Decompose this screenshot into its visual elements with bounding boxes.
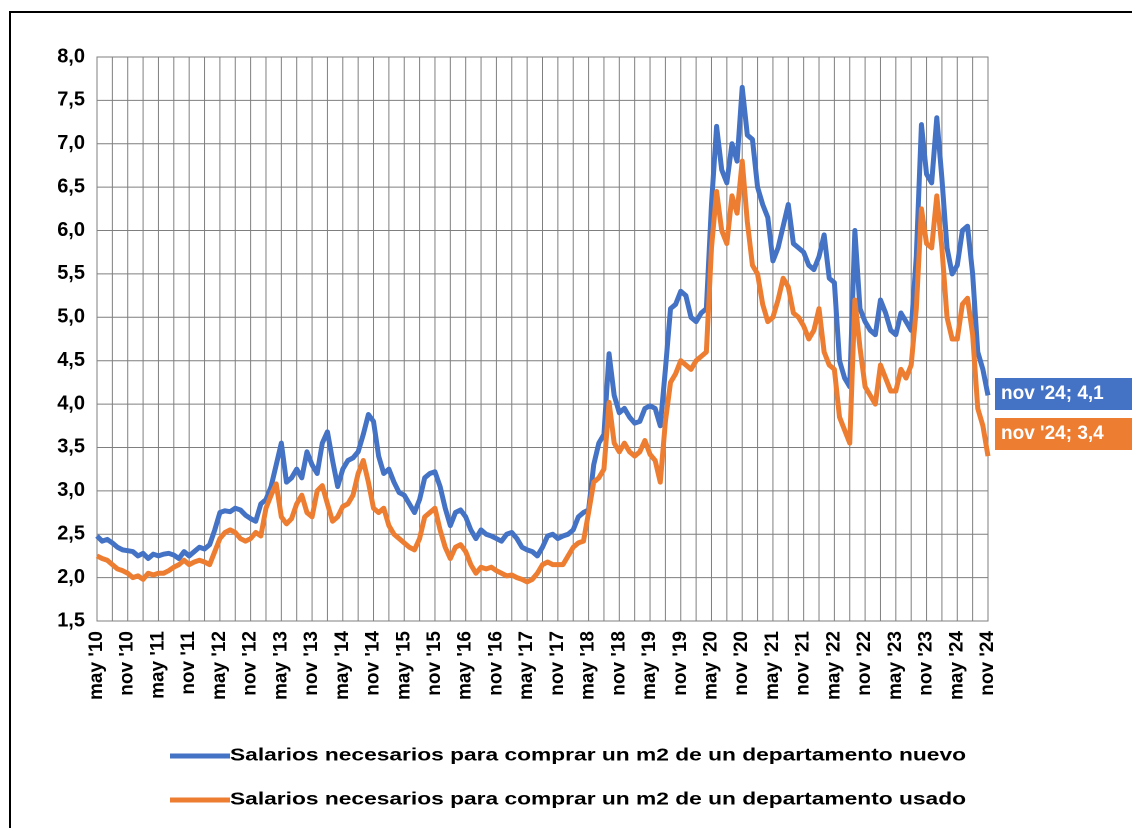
y-tick-label: 1,5 <box>57 609 85 631</box>
x-tick-label: may '13 <box>270 631 291 700</box>
y-tick-label: 6,0 <box>57 219 85 241</box>
x-tick-label: nov '17 <box>547 631 568 696</box>
y-tick-label: 4,5 <box>57 349 85 371</box>
annotation-box <box>995 418 1132 450</box>
x-tick-label: nov '12 <box>240 631 261 696</box>
y-tick-label: 7,0 <box>57 132 85 154</box>
x-tick-label: nov '19 <box>670 631 691 696</box>
x-tick-label: nov '10 <box>117 631 138 696</box>
y-tick-label: 3,0 <box>57 479 85 501</box>
annotation: nov '24; 3,4 <box>1001 423 1104 444</box>
x-tick-label: may '17 <box>516 631 537 700</box>
y-tick-label: 8,0 <box>57 45 85 67</box>
y-tick-label: 5,5 <box>57 262 85 284</box>
y-tick-label: 4,0 <box>57 392 85 414</box>
plot <box>95 84 1132 585</box>
x-tick-label: may '23 <box>885 631 906 700</box>
x-tick-label: nov '16 <box>485 631 506 696</box>
y-tick-label: 2,0 <box>57 566 85 588</box>
annotation: nov '24; 4,1 <box>1001 383 1104 404</box>
x-tick-label: nov '24 <box>977 631 998 696</box>
x-tick-label: nov '23 <box>916 631 937 696</box>
y-tick-label: 3,5 <box>57 436 85 458</box>
plot-border <box>96 56 989 622</box>
x-tick-label: nov '11 <box>178 631 199 695</box>
x-tick-label: nov '21 <box>793 631 814 696</box>
x-tick-label: nov '20 <box>731 631 752 696</box>
x-tick-label: may '10 <box>86 631 107 700</box>
legend-label: Salarios necesarios para comprar un m2 d… <box>230 789 966 809</box>
y-tick-label: 5,0 <box>57 306 85 328</box>
x-tick-label: may '16 <box>455 631 476 700</box>
x-tick-label: nov '18 <box>608 631 629 696</box>
y-tick-label: 7,5 <box>57 89 85 111</box>
x-tick-label: may '21 <box>762 631 783 700</box>
x-tick-label: may '22 <box>823 631 844 700</box>
y-tick-label: 6,5 <box>57 175 85 197</box>
annotation-box <box>995 378 1132 410</box>
legend-label: Salarios necesarios para comprar un m2 d… <box>230 745 966 765</box>
x-tick-label: nov '13 <box>301 631 322 696</box>
x-tick-label: may '20 <box>700 631 721 700</box>
x-tick-label: may '24 <box>946 631 967 700</box>
x-tick-label: may '14 <box>332 631 353 700</box>
series-line <box>95 158 991 585</box>
x-tick-label: may '19 <box>639 631 660 700</box>
series-line <box>95 84 991 562</box>
y-tick-label: 2,5 <box>57 523 85 545</box>
x-tick-label: nov '22 <box>854 631 875 696</box>
x-tick-label: nov '14 <box>363 631 384 696</box>
x-tick-label: nov '15 <box>424 631 445 696</box>
x-tick-label: may '15 <box>393 631 414 700</box>
x-tick-label: may '12 <box>209 631 230 700</box>
chart-frame <box>9 11 1132 828</box>
x-tick-label: may '11 <box>147 631 168 699</box>
x-tick-label: may '18 <box>578 631 599 700</box>
